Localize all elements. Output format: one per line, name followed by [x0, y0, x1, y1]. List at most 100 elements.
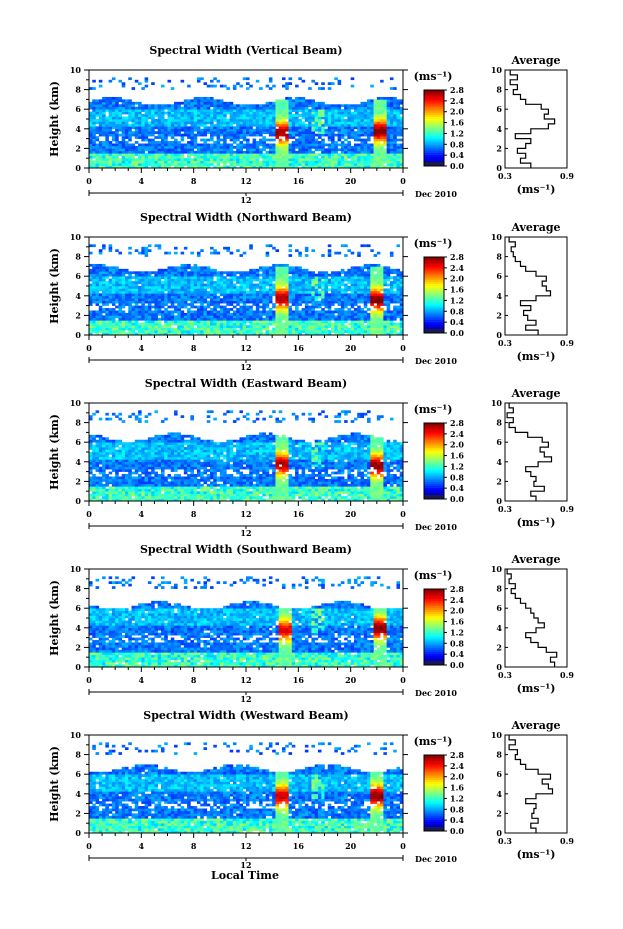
heatmap-cell: [213, 273, 217, 277]
heatmap-cell: [347, 148, 351, 152]
heatmap-cell: [353, 293, 358, 297]
heatmap-cell: [223, 106, 227, 110]
heatmap-cell: [147, 138, 152, 142]
heatmap-cell: [285, 133, 289, 137]
heatmap-cell: [170, 106, 175, 110]
heatmap-cell: [360, 145, 365, 149]
heatmap-cell: [219, 131, 224, 134]
heatmap-cell: [164, 271, 168, 275]
heatmap-cell: [167, 163, 172, 166]
heatmap-cell: [174, 315, 178, 319]
heatmap-cell: [321, 143, 325, 147]
heatmap-cell: [95, 126, 100, 130]
heatmap-cell: [262, 271, 266, 275]
heatmap-cell: [311, 114, 315, 117]
heatmap-cell: [196, 163, 201, 166]
heatmap-cell: [370, 109, 374, 112]
heatmap-cell: [236, 288, 240, 292]
heatmap-cell: [334, 160, 338, 164]
heatmap-cell: [177, 148, 181, 152]
heatmap-cell: [131, 160, 136, 164]
heatmap-cell: [360, 123, 365, 127]
heatmap-cell: [229, 278, 234, 282]
heatmap-cell: [373, 148, 378, 152]
heatmap-cell: [200, 322, 204, 326]
heatmap-cell: [232, 293, 237, 297]
heatmap-cell: [121, 305, 126, 309]
heatmap-cell: [360, 158, 365, 161]
heatmap-cell: [295, 283, 299, 287]
heatmap-cell: [210, 312, 214, 316]
heatmap-cell: [308, 104, 312, 108]
heatmap-cell: [383, 281, 387, 284]
heatmap-cell: [380, 106, 384, 110]
heatmap-cell: [170, 145, 175, 149]
heatmap-cell: [314, 148, 319, 152]
heatmap-cell: [226, 145, 230, 149]
y-tick-label: 2: [75, 143, 81, 153]
heatmap-cell: [324, 330, 329, 333]
heatmap-cell: [367, 150, 371, 154]
heatmap-cell: [376, 145, 381, 149]
heatmap-cell: [383, 143, 387, 147]
heatmap-cell: [98, 99, 103, 103]
heatmap-cell: [105, 131, 109, 134]
heatmap-cell: [160, 131, 165, 134]
heatmap-cell: [363, 114, 368, 117]
colorbar-tick-label: 1.2: [450, 128, 464, 138]
heatmap-cell: [291, 303, 296, 306]
heatmap-cell: [252, 332, 257, 336]
heatmap-cell: [183, 101, 188, 105]
heatmap-cell: [295, 273, 299, 277]
heatmap-cell: [399, 332, 404, 336]
heatmap-cell: [314, 158, 319, 161]
heatmap-cell: [249, 281, 253, 284]
heatmap-cell: [380, 310, 384, 314]
heatmap-cell: [167, 123, 172, 127]
heatmap-cell: [373, 278, 378, 282]
heatmap-cell: [350, 315, 355, 319]
heatmap-cell: [373, 109, 378, 112]
heatmap-cell: [360, 290, 365, 294]
heatmap-cell: [308, 317, 312, 321]
heatmap-cell: [121, 106, 126, 110]
heatmap-cell: [141, 150, 145, 154]
heatmap-cell: [357, 325, 361, 328]
heatmap-cell: [393, 283, 397, 287]
heatmap-cell: [164, 133, 168, 137]
heatmap-cell: [98, 298, 103, 301]
heatmap-cell: [304, 320, 309, 324]
heatmap-cell: [196, 165, 201, 169]
heatmap-cell: [353, 273, 358, 277]
heatmap-cell: [334, 145, 338, 149]
heatmap-cell: [272, 312, 276, 316]
heatmap-cell: [386, 101, 391, 105]
heatmap-cell: [268, 101, 273, 105]
heatmap-cell: [301, 121, 306, 125]
heatmap-cell: [102, 271, 106, 275]
heatmap-cell: [373, 143, 378, 147]
heatmap-cell: [275, 165, 280, 169]
colorbar-tick-label: 2.4: [450, 96, 464, 106]
heatmap-cell: [134, 141, 139, 144]
heatmap-cell: [393, 330, 397, 333]
heatmap-cell: [259, 123, 263, 127]
heatmap-cell: [187, 293, 191, 297]
heatmap-cell: [393, 141, 397, 144]
heatmap-cell: [187, 278, 191, 282]
heatmap-cell: [321, 141, 325, 144]
heatmap-cell: [147, 293, 152, 297]
heatmap-cell: [216, 317, 221, 321]
heatmap-cell: [226, 320, 230, 324]
heatmap-cell: [308, 158, 312, 161]
heatmap-cell: [89, 310, 93, 314]
heatmap-cell: [174, 310, 178, 314]
heatmap-cell: [360, 126, 365, 130]
heatmap-cell: [239, 160, 244, 164]
heatmap-cell: [121, 303, 126, 306]
heatmap-cell: [304, 322, 309, 326]
heatmap-cell: [268, 155, 273, 159]
heatmap-cell: [141, 87, 145, 90]
heatmap-cell: [311, 138, 315, 142]
heatmap-cell: [170, 293, 175, 297]
